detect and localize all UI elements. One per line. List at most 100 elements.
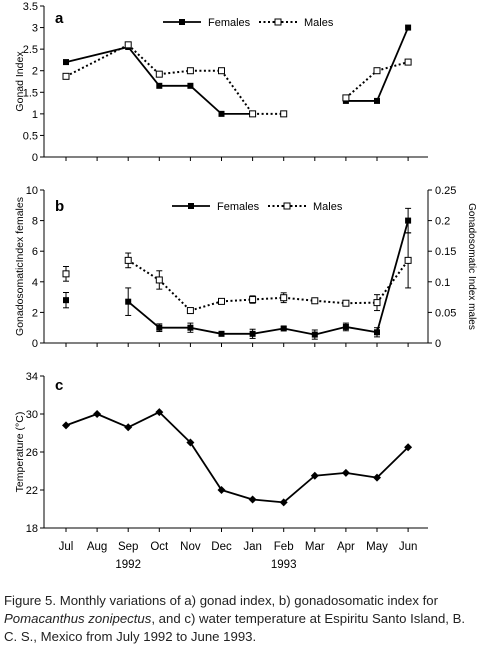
series-2-0-segment: [283, 475, 316, 504]
series-1-0-point: [311, 331, 318, 338]
series-1-0-segment: [314, 326, 347, 336]
series-0-0-point: [374, 97, 380, 104]
legend-marker-females: [188, 203, 194, 209]
series-0-0-point: [156, 82, 163, 89]
y-tick-label-right: 0.15: [435, 246, 456, 258]
series-1-0-point: [218, 330, 225, 337]
x-tick-label: Jul: [59, 541, 74, 553]
y-tick-label: 10: [26, 185, 38, 197]
legend-marker-males: [274, 18, 282, 26]
series-1-0-point: [342, 323, 349, 330]
panel-label: c: [55, 377, 63, 394]
x-tick-label: Mar: [305, 541, 325, 553]
y-tick-label: 0.5: [23, 130, 38, 142]
y-axis-right-label: Gonadosomatic Index males: [466, 203, 477, 330]
y-tick-label: 30: [26, 409, 38, 421]
series-1-1-point: [124, 256, 132, 264]
series-0-0-segment: [189, 85, 223, 115]
x-tick-label: Aug: [87, 541, 107, 553]
series-0-1-point: [404, 58, 412, 66]
y-tick-label: 2: [32, 307, 38, 319]
series-0-0-segment: [127, 46, 161, 87]
series-1-1-segment: [283, 296, 315, 302]
series-1-1-point: [404, 256, 412, 264]
series-0-1-point: [218, 67, 225, 75]
x-tick-label: Sep: [118, 541, 138, 553]
series-1-0-segment: [252, 327, 284, 335]
y-tick-label-right: 0.25: [435, 185, 456, 197]
series-2-0-segment: [65, 413, 98, 427]
series-1-1-segment: [190, 300, 222, 312]
series-2-0-segment: [158, 411, 192, 444]
series-2-0-point: [186, 438, 195, 447]
series-1-0-segment: [345, 326, 378, 334]
series-0-1-segment: [159, 69, 191, 76]
series-0-1-point: [62, 72, 70, 80]
series-0-1-segment: [345, 69, 378, 99]
y-tick-label: 2.5: [23, 44, 38, 56]
series-0-0-segment: [65, 46, 129, 63]
y-tick-label-right: 0.05: [435, 307, 456, 319]
legend-label-females: Females: [208, 17, 251, 29]
series-2-0-segment: [127, 411, 160, 429]
series-0-1-segment: [220, 70, 254, 115]
series-2-0-point: [155, 408, 164, 417]
series-2-0-point: [373, 473, 381, 482]
series-1-1-point: [342, 299, 350, 307]
series-2-0-point: [124, 423, 133, 432]
series-2-0-segment: [314, 472, 346, 477]
series-1-1-segment: [221, 298, 253, 303]
y-tick-label: 34: [26, 371, 38, 383]
series-2-0-point: [248, 495, 257, 504]
caption-species: Pomacanthus zonipectus: [4, 611, 152, 626]
series-0-1-point: [342, 94, 350, 102]
series-0-1-point: [373, 67, 381, 75]
series-1-0-segment: [190, 326, 222, 335]
x-tick-label: Nov: [180, 541, 201, 553]
y-tick-label: 8: [32, 216, 38, 228]
y-tick-label: 4: [32, 277, 38, 289]
y-tick-label-right: 0: [435, 338, 441, 350]
series-1-0-point: [156, 324, 163, 331]
series-1-0-point: [374, 329, 380, 336]
series-2-0-segment: [252, 498, 284, 504]
series-0-1-point: [155, 70, 163, 78]
series-0-1-segment: [127, 44, 160, 75]
series-0-0-point: [405, 24, 412, 31]
series-0-0-point: [63, 59, 69, 66]
y-tick-label: 26: [26, 447, 38, 459]
x-tick-label: Feb: [274, 541, 294, 553]
year-label: 1993: [271, 559, 297, 571]
series-1-1-point: [373, 299, 381, 307]
series-2-0-point: [279, 498, 288, 507]
series-1-1-segment: [376, 259, 409, 304]
x-tick-label: Jan: [243, 541, 262, 553]
year-label: 1992: [115, 559, 141, 571]
series-0-0-segment: [376, 27, 409, 102]
series-1-1-segment: [314, 299, 346, 305]
x-tick-label: May: [366, 541, 388, 553]
series-2-0-point: [310, 471, 319, 480]
series-1-1-point: [280, 294, 288, 302]
panel-label: b: [55, 198, 64, 215]
series-2-0-segment: [189, 442, 223, 491]
y-axis-label: Gonad Index: [14, 51, 26, 112]
legend-label-females: Females: [217, 201, 260, 213]
y-tick-label: 3: [32, 23, 38, 35]
legend-marker-males: [283, 202, 291, 210]
series-2-0-segment: [96, 413, 129, 429]
y-tick-label: 22: [26, 485, 38, 497]
series-1-1-segment: [345, 301, 378, 305]
y-tick-label-right: 0.1: [435, 277, 450, 289]
series-2-0-point: [217, 486, 226, 494]
legend-marker-females: [179, 19, 185, 25]
series-2-0-segment: [376, 446, 409, 479]
series-0-0-point: [187, 82, 194, 89]
series-1-1-segment: [127, 259, 160, 281]
legend-label-males: Males: [313, 201, 343, 213]
y-axis-label: Temperature (°C): [14, 412, 26, 493]
caption-text-start: Figure 5. Monthly variations of a) gonad…: [4, 593, 438, 608]
series-1-1-point: [218, 297, 225, 305]
series-0-1-segment: [376, 61, 409, 72]
series-2-0-segment: [345, 472, 378, 479]
